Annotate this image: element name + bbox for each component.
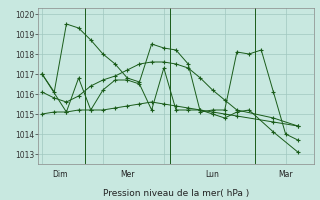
Text: Mer: Mer — [120, 170, 134, 179]
Text: Pression niveau de la mer( hPa ): Pression niveau de la mer( hPa ) — [103, 189, 249, 198]
Text: Mar: Mar — [278, 170, 293, 179]
Text: Dim: Dim — [52, 170, 68, 179]
Text: Lun: Lun — [205, 170, 220, 179]
